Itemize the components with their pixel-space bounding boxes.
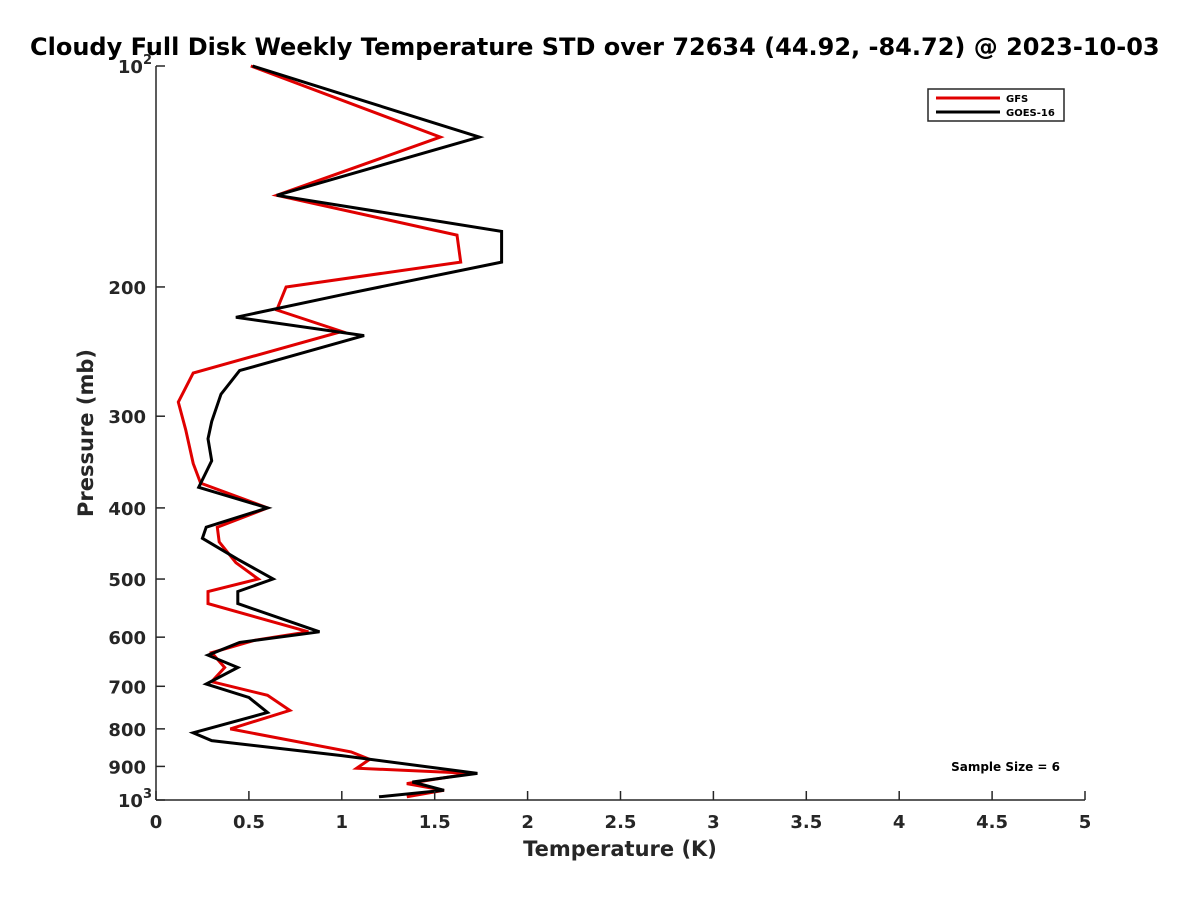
x-tick-label: 3 [707, 812, 720, 833]
chart-title: Cloudy Full Disk Weekly Temperature STD … [30, 33, 1160, 61]
x-tick-label: 1 [336, 812, 349, 833]
sample-size-annotation: Sample Size = 6 [951, 760, 1060, 774]
y-tick-label: 103 [118, 787, 152, 812]
series-line-1 [188, 64, 504, 799]
y-axis-ticks: 102 200 300 400 500 600 700 800 900 103 [108, 53, 165, 812]
y-tick-label: 700 [108, 677, 146, 698]
x-axis-ticks: 0 0.5 1 1.5 2 2.5 3 3.5 4 4.5 5 [150, 791, 1092, 833]
y-tick-label: 900 [108, 757, 146, 778]
y-tick-label: 300 [108, 407, 146, 428]
x-tick-label: 2.5 [605, 812, 637, 833]
y-tick-label: 500 [108, 570, 146, 591]
y-tick-label: 400 [108, 499, 146, 520]
y-axis-label: Pressure (mb) [74, 349, 98, 517]
y-tick-label: 200 [108, 278, 146, 299]
legend-entry-0: GFS [1006, 94, 1028, 105]
plot-lines [176, 64, 504, 799]
x-tick-label: 1.5 [419, 812, 451, 833]
y-tick-label: 800 [108, 720, 146, 741]
legend-box [927, 88, 1065, 122]
x-tick-label: 4 [893, 812, 906, 833]
series-line-0 [176, 64, 473, 799]
x-tick-label: 0.5 [233, 812, 265, 833]
x-tick-label: 5 [1079, 812, 1092, 833]
x-axis-label: Temperature (K) [523, 837, 717, 861]
legend-entry-1: GOES-16 [1006, 108, 1055, 119]
x-tick-label: 4.5 [976, 812, 1008, 833]
legend: GFS GOES-16 [927, 88, 1065, 122]
x-tick-label: 3.5 [790, 812, 822, 833]
y-tick-label: 600 [108, 628, 146, 649]
x-tick-label: 2 [521, 812, 534, 833]
x-tick-label: 0 [150, 812, 163, 833]
y-tick-label: 102 [118, 53, 152, 78]
axes [155, 66, 1085, 801]
